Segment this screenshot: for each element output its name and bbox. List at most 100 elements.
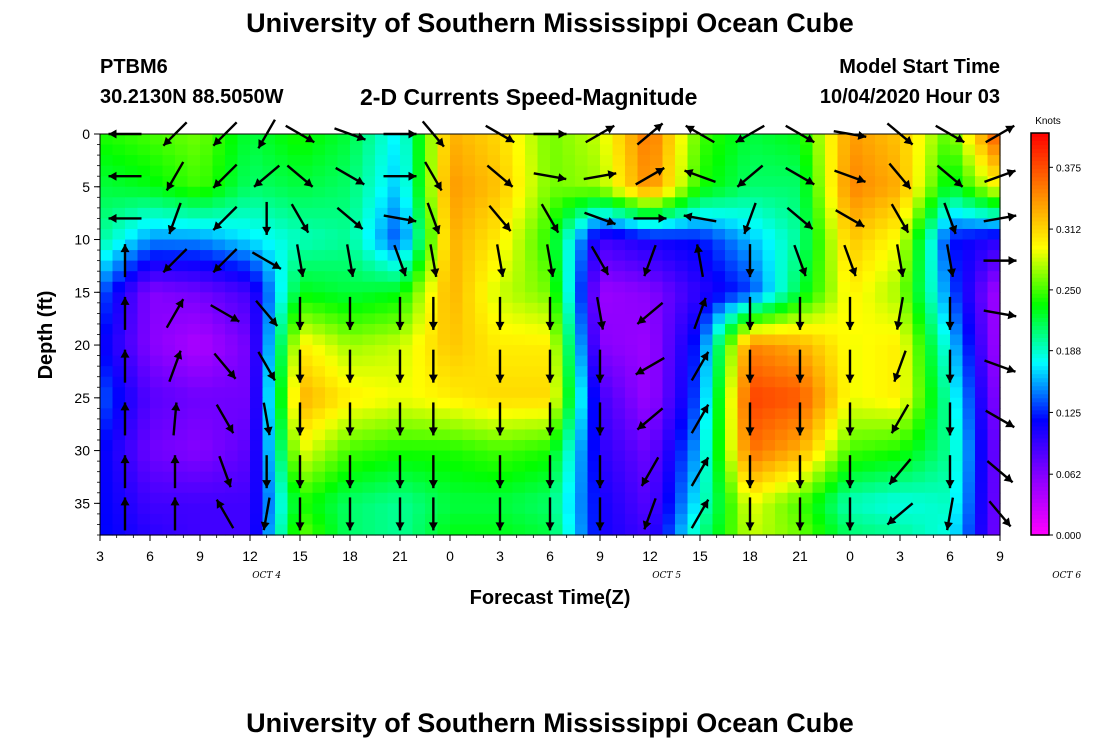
heatmap-cell <box>687 366 701 378</box>
arrow-head <box>428 374 438 383</box>
direction-arrow <box>170 455 180 489</box>
heatmap-cell <box>312 323 326 336</box>
heatmap-cell <box>387 323 401 336</box>
heatmap-cell <box>412 482 426 494</box>
heatmap-cell <box>475 524 489 536</box>
direction-arrow <box>295 497 305 531</box>
heatmap-cell <box>737 471 751 483</box>
heatmap-cell <box>587 155 601 167</box>
arrow-head <box>353 220 363 230</box>
heatmap-cell <box>150 165 164 177</box>
heatmap-cell <box>487 239 501 251</box>
heatmap-cell <box>250 292 264 304</box>
heatmap-cell <box>875 323 889 336</box>
heatmap-cell <box>187 176 201 188</box>
heatmap-cell <box>687 461 701 473</box>
heatmap-cell <box>712 218 726 230</box>
heatmap-cell <box>200 503 214 515</box>
heatmap-cell <box>925 461 939 473</box>
heatmap-cell <box>912 260 926 272</box>
heatmap-cell <box>912 207 926 220</box>
heatmap-cell <box>637 197 651 209</box>
direction-arrow <box>218 455 233 488</box>
heatmap-cell <box>562 134 576 146</box>
heatmap-cell <box>112 292 126 304</box>
heatmap-cell <box>400 355 414 367</box>
heatmap-cell <box>200 292 214 304</box>
model-start-time: 10/04/2020 Hour 03 <box>819 86 1000 108</box>
heatmap-cell <box>837 134 851 146</box>
heatmap-cell <box>762 313 776 325</box>
heatmap-cell <box>925 492 939 504</box>
direction-arrow <box>683 212 717 223</box>
heatmap-cell <box>925 292 939 304</box>
heatmap-cell <box>950 292 964 304</box>
heatmap-cell <box>287 450 301 462</box>
heatmap-cell <box>475 355 489 367</box>
heatmap-cell <box>237 492 251 504</box>
heatmap-cell <box>725 271 739 283</box>
heatmap-cell <box>900 281 914 293</box>
heatmap-cell <box>650 176 664 188</box>
arrow-head <box>303 178 313 187</box>
colorbar-segment <box>1031 257 1049 263</box>
heatmap-cell <box>837 524 851 536</box>
heatmap-cell <box>100 260 114 272</box>
heatmap-cell <box>187 260 201 272</box>
heatmap-cell <box>837 323 851 336</box>
heatmap-cell <box>137 461 151 473</box>
heatmap-cell <box>662 387 676 399</box>
heatmap-cell <box>875 228 889 241</box>
heatmap-cell <box>175 271 189 283</box>
heatmap-cell <box>400 271 414 283</box>
heatmap-cell <box>325 313 339 325</box>
heatmap-cell <box>862 355 876 367</box>
arrow-head <box>735 134 745 143</box>
heatmap-cell <box>400 165 414 177</box>
heatmap-cell <box>400 366 414 378</box>
heatmap-cell <box>350 355 364 367</box>
heatmap-cell <box>687 418 701 431</box>
arrow-head <box>295 522 305 531</box>
heatmap-cell <box>837 376 851 388</box>
heatmap-cell <box>587 461 601 473</box>
direction-arrow <box>888 162 912 190</box>
heatmap-cell <box>700 281 714 293</box>
heatmap-cell <box>612 450 626 462</box>
heatmap-cell <box>687 165 701 177</box>
heatmap-cell <box>450 250 464 262</box>
heatmap-cell <box>537 239 551 251</box>
heatmap-cell <box>675 228 689 241</box>
colorbar-segment <box>1031 454 1049 460</box>
heatmap-cell <box>975 461 989 473</box>
heatmap-cell <box>325 345 339 357</box>
heatmap-cell <box>637 376 651 388</box>
heatmap-cell <box>662 176 676 188</box>
heatmap-cell <box>487 134 501 146</box>
heatmap-cell <box>512 239 526 251</box>
heatmap-cell <box>512 313 526 325</box>
heatmap-cell <box>450 271 464 283</box>
heatmap-cell <box>662 355 676 367</box>
heatmap-cell <box>687 471 701 483</box>
heatmap-cell <box>875 524 889 536</box>
direction-arrow <box>533 172 567 183</box>
heatmap-cell <box>900 482 914 494</box>
colorbar-segment <box>1031 418 1049 424</box>
heatmap-cell <box>762 345 776 357</box>
heatmap-cell <box>850 355 864 367</box>
heatmap-cell <box>125 165 139 177</box>
heatmap-cell <box>500 165 514 177</box>
heatmap-cell <box>825 355 839 367</box>
arrow-head <box>108 213 117 223</box>
heatmap-cell <box>612 408 626 420</box>
heatmap-cell <box>775 207 789 220</box>
colorbar-segment <box>1031 498 1049 504</box>
arrow-head <box>745 480 755 489</box>
heatmap-cell <box>250 228 264 241</box>
heatmap-cell <box>650 513 664 526</box>
heatmap-cell <box>737 450 751 462</box>
direction-arrow <box>545 244 556 278</box>
heatmap-cell <box>612 492 626 504</box>
arrow-head <box>495 522 505 531</box>
